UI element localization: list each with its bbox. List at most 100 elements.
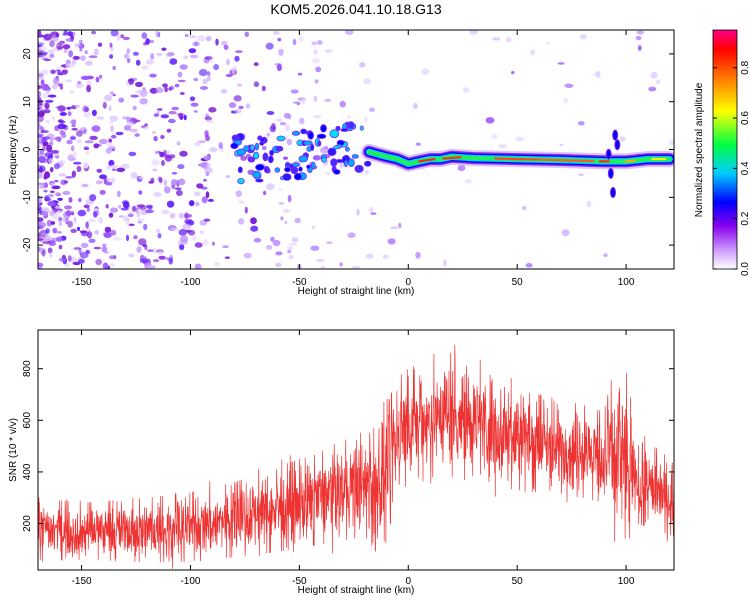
spectrogram-signal-blob xyxy=(253,152,259,159)
spectrogram-noise-blob xyxy=(289,243,297,246)
spectrogram-noise-blob xyxy=(95,259,102,265)
spectrogram-noise-blob xyxy=(273,31,279,35)
spectrogram-x-tick-label: 50 xyxy=(512,277,524,288)
spectrogram-noise-blob xyxy=(225,256,230,259)
spectrogram-noise-blob xyxy=(159,177,163,183)
spectrogram-noise-blob xyxy=(58,119,64,122)
spectrogram-noise-blob xyxy=(49,253,53,258)
spectrogram-noise-blob xyxy=(99,139,108,144)
spectrogram-noise-blob xyxy=(107,165,111,170)
spectrogram-noise-blob xyxy=(185,230,191,233)
spectrogram-noise-blob xyxy=(49,53,54,58)
spectrogram-noise-blob xyxy=(179,244,184,250)
spectrogram-noise-blob xyxy=(111,135,116,139)
spectrogram-noise-blob xyxy=(105,182,112,186)
spectrogram-signal-blob xyxy=(256,164,265,170)
spectrogram-noise-blob xyxy=(292,237,299,242)
spectrogram-noise-blob xyxy=(54,163,60,169)
spectrogram-noise-blob xyxy=(112,66,116,70)
spectrogram-noise-blob xyxy=(175,84,180,88)
spectrogram-noise-blob xyxy=(133,235,138,239)
spectrogram-track-hotspot xyxy=(626,160,635,161)
spectrogram-noise-blob xyxy=(369,207,373,214)
spectrogram-noise-blob xyxy=(207,76,211,81)
spectrogram-noise-blob xyxy=(140,90,148,97)
spectrogram-noise-blob xyxy=(44,152,53,158)
spectrogram-noise-blob xyxy=(203,179,207,182)
spectrogram-noise-blob xyxy=(443,259,446,266)
spectrogram-noise-blob xyxy=(239,200,245,204)
spectrogram-noise-blob xyxy=(85,151,90,155)
spectrogram-noise-blob xyxy=(178,113,182,119)
spectrogram-noise-blob xyxy=(118,98,124,103)
spectrogram-noise-blob xyxy=(636,31,644,35)
spectrogram-noise-blob xyxy=(620,136,626,141)
spectrogram-noise-blob xyxy=(124,54,129,60)
spectrogram-noise-blob xyxy=(313,155,321,161)
spectrogram-noise-blob xyxy=(339,263,342,267)
spectrogram-noise-blob xyxy=(184,212,188,219)
spectrogram-noise-blob xyxy=(92,125,101,132)
spectrogram-noise-blob xyxy=(278,202,284,205)
spectrogram-noise-blob xyxy=(49,40,55,47)
spectrogram-noise-blob xyxy=(295,218,301,223)
spectrogram-noise-blob xyxy=(102,246,108,252)
spectrogram-noise-blob xyxy=(179,151,187,157)
spectrogram-noise-blob xyxy=(224,45,229,50)
spectrogram-noise-blob xyxy=(153,192,161,197)
spectrogram-noise-blob xyxy=(530,50,535,56)
spectrogram-noise-blob xyxy=(96,169,102,173)
spectrogram-noise-blob xyxy=(164,186,171,193)
spectrogram-noise-blob xyxy=(176,190,183,196)
spectrogram-noise-blob xyxy=(201,187,208,190)
spectrogram-noise-blob xyxy=(398,223,401,229)
snr-y-tick-label: 800 xyxy=(22,360,33,377)
spectrogram-noise-blob xyxy=(189,35,196,38)
spectrogram-noise-blob xyxy=(162,210,170,215)
spectrogram-noise-blob xyxy=(465,179,472,183)
spectrogram-noise-blob xyxy=(198,163,207,167)
spectrogram-noise-blob xyxy=(65,176,74,179)
spectrogram-noise-blob xyxy=(59,258,67,262)
spectrogram-noise-blob xyxy=(656,79,660,84)
spectrogram-noise-blob xyxy=(515,137,524,142)
spectrogram-noise-blob xyxy=(128,254,134,258)
spectrogram-track-hotspot xyxy=(443,157,460,158)
spectrogram-noise-blob xyxy=(313,115,322,118)
spectrogram-noise-blob xyxy=(80,230,87,233)
spectrogram-noise-blob xyxy=(79,49,82,52)
spectrogram-noise-blob xyxy=(56,43,63,50)
spectrogram-noise-blob xyxy=(43,190,47,193)
snr-x-tick-label: 100 xyxy=(618,576,635,587)
spectrogram-noise-blob xyxy=(136,60,141,66)
spectrogram-noise-blob xyxy=(38,30,41,37)
spectrogram-noise-blob xyxy=(152,169,157,172)
spectrogram-noise-blob xyxy=(139,176,145,179)
spectrogram-noise-blob xyxy=(35,222,43,225)
spectrogram-noise-blob xyxy=(214,262,220,266)
colorbar-tick-label: 0.0 xyxy=(740,262,750,276)
spectrogram-noise-blob xyxy=(127,49,130,54)
spectrogram-noise-blob xyxy=(154,113,159,117)
spectrogram-noise-blob xyxy=(215,39,218,46)
spectrogram-noise-blob xyxy=(96,77,100,83)
spectrogram-noise-blob xyxy=(159,251,162,255)
spectrogram-noise-blob xyxy=(108,146,116,150)
spectrogram-noise-blob xyxy=(142,66,149,71)
spectrogram-noise-blob xyxy=(105,227,112,233)
spectrogram-noise-blob xyxy=(118,205,122,209)
spectrogram-noise-blob xyxy=(316,259,325,262)
spectrogram-signal-blob xyxy=(232,135,239,141)
spectrogram-noise-blob xyxy=(311,42,317,46)
spectrogram-noise-blob xyxy=(65,63,74,68)
spectrogram-noise-blob xyxy=(149,74,156,78)
spectrogram-noise-blob xyxy=(262,146,267,150)
spectrogram-noise-blob xyxy=(366,254,374,259)
spectrogram-noise-blob xyxy=(562,229,570,236)
spectrogram-noise-blob xyxy=(128,213,134,217)
spectrogram-noise-blob xyxy=(254,62,259,66)
spectrogram-noise-blob xyxy=(159,152,164,158)
spectrogram-noise-blob xyxy=(156,87,164,93)
spectrogram-x-tick-label: -150 xyxy=(72,277,92,288)
spectrogram-noise-blob xyxy=(64,205,72,209)
